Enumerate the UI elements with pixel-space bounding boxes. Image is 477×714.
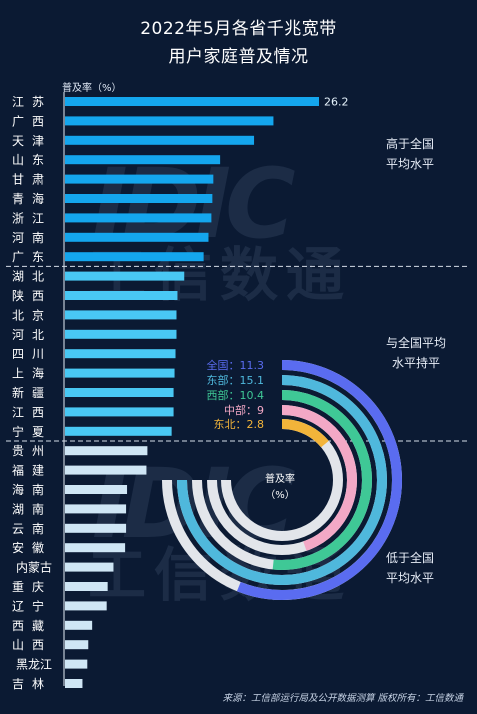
radial-label-中部: 中部：9	[224, 403, 264, 417]
bar-湖北	[65, 271, 185, 281]
radial-center-label-1: 普及率	[265, 472, 295, 485]
radial-label-东北: 东北：2.8	[214, 418, 265, 431]
radial-bar-西部	[272, 390, 372, 570]
bar-天津	[65, 135, 255, 145]
category-label-辽宁: 辽宁	[12, 598, 52, 613]
category-label-新疆: 新疆	[12, 385, 52, 400]
radial-bar-东部	[177, 375, 387, 585]
bar-贵州	[65, 446, 148, 456]
bar-安徽	[65, 543, 126, 553]
bar-江苏	[65, 97, 319, 106]
bar-湖南	[65, 504, 127, 514]
bar-辽宁	[65, 601, 107, 611]
bar-宁夏	[65, 426, 172, 436]
radial-bar-中部	[281, 405, 357, 551]
category-label-安徽: 安徽	[12, 540, 52, 555]
chart-title-line1: 2022年5月各省千兆宽带	[140, 19, 337, 39]
category-label-湖北: 湖北	[12, 269, 52, 284]
data-label-江苏: 26.2	[324, 96, 349, 109]
bar-上海	[65, 368, 175, 378]
category-label-福建: 福建	[12, 463, 52, 478]
bar-云南	[65, 523, 127, 533]
bar-内蒙古	[65, 562, 114, 572]
category-label-西藏: 西藏	[12, 619, 52, 633]
chart-title-line2: 用户家庭普及情况	[168, 47, 309, 67]
category-label-吉林: 吉林	[12, 677, 52, 691]
group-label-low-line2: 平均水平	[386, 571, 435, 585]
category-label-四川: 四川	[12, 347, 52, 361]
group-label-mid-line2: 水平持平	[392, 356, 441, 370]
category-label-贵州: 贵州	[12, 444, 52, 458]
group-label-low-line1: 低于全国	[386, 551, 435, 565]
radial-label-全国: 全国：11.3	[207, 358, 265, 372]
group-label-mid: 与全国平均 水平持平	[386, 333, 446, 373]
group-label-low: 低于全国 平均水平	[386, 548, 434, 588]
category-label-重庆: 重庆	[12, 580, 52, 594]
source-note: 来源：工信部运行局及公开数据测算 版权所有：工信数通	[222, 693, 463, 704]
group-label-mid-line1: 与全国平均	[386, 336, 447, 350]
bar-甘肃	[65, 174, 214, 184]
bar-陕西	[65, 291, 178, 300]
category-label-广东: 广东	[12, 250, 52, 264]
category-label-湖南: 湖南	[12, 501, 52, 516]
bar-河北	[65, 329, 177, 339]
group-label-high-line2: 平均水平	[386, 157, 435, 171]
category-label-广西: 广西	[12, 114, 52, 128]
category-label-云南: 云南	[12, 521, 52, 536]
category-label-青海: 青海	[12, 191, 52, 206]
bar-吉林	[65, 679, 83, 688]
category-label-宁夏: 宁夏	[12, 424, 52, 439]
category-label-黑龙江: 黑龙江	[16, 658, 52, 672]
category-label-甘肃: 甘肃	[12, 173, 52, 187]
radial-bar-东北	[281, 419, 329, 448]
bar-福建	[65, 465, 147, 475]
bar-黑龙江	[65, 659, 88, 669]
bar-广东	[65, 252, 204, 262]
category-label-陕西: 陕西	[12, 288, 52, 303]
category-label-上海: 上海	[12, 366, 52, 381]
category-label-河南: 河南	[12, 230, 52, 245]
category-label-北京: 北京	[12, 308, 52, 322]
group-label-high-line1: 高于全国	[386, 137, 435, 151]
radial-label-西部: 西部：10.4	[207, 388, 265, 402]
group-label-high: 高于全国 平均水平	[386, 134, 434, 174]
radial-bar-全国	[236, 360, 402, 600]
bar-河南	[65, 232, 209, 242]
bar-北京	[65, 310, 177, 320]
radial-label-东部: 东部：15.1	[207, 373, 265, 387]
bar-新疆	[65, 388, 174, 397]
bar-广西	[65, 116, 274, 126]
bar-江西	[65, 407, 174, 417]
bar-浙江	[65, 213, 212, 223]
category-label-内蒙古: 内蒙古	[16, 560, 52, 575]
category-label-江西: 江西	[12, 405, 52, 419]
bar-重庆	[65, 582, 108, 591]
category-label-江苏: 江苏	[12, 95, 52, 109]
category-label-海南: 海南	[12, 482, 52, 497]
category-label-山东: 山东	[12, 153, 52, 167]
category-label-天津: 天津	[12, 134, 52, 148]
category-label-河北: 河北	[12, 328, 52, 342]
bar-西藏	[65, 620, 93, 630]
bar-青海	[65, 194, 213, 203]
radial-center-label-2: （%）	[265, 489, 295, 501]
bar-山西	[65, 640, 89, 650]
y-axis-label: 普及率（%）	[62, 83, 122, 94]
bar-山东	[65, 155, 221, 165]
bar-四川	[65, 349, 176, 359]
category-label-浙江: 浙江	[12, 211, 52, 225]
bar-海南	[65, 485, 128, 494]
category-label-山西: 山西	[12, 638, 52, 652]
